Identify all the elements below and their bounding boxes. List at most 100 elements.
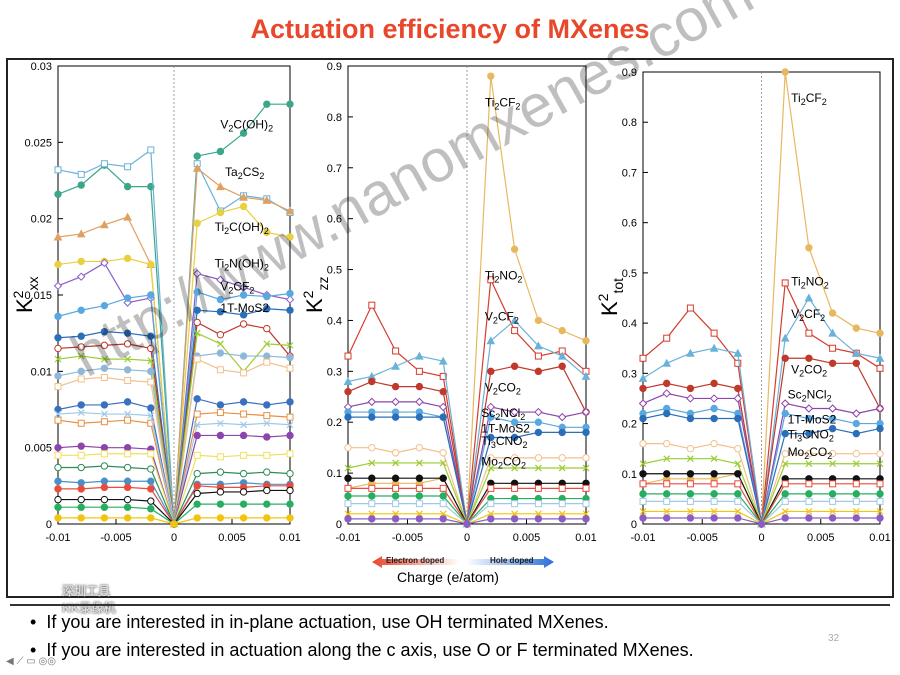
point-1-0-10 [286, 100, 294, 108]
point-2-2-8 [534, 341, 543, 350]
point-3-7-4 [734, 444, 742, 453]
slide-nav-controls[interactable]: ◀ ⟋ ▭ ◎◎ [6, 656, 56, 667]
point-1-14-10 [286, 431, 294, 440]
point-2-4-3 [415, 397, 424, 407]
electron-doped-arrow: Electron doped [372, 555, 460, 568]
point-1-16-3 [123, 463, 132, 472]
point-1-0-1 [77, 181, 85, 189]
point-1-8-6 [193, 329, 201, 337]
y-tick-label-3-0: 0 [631, 519, 637, 531]
point-1-13-10 [286, 421, 294, 429]
point-3-3-4 [734, 384, 742, 393]
point-3-6-6 [781, 429, 789, 438]
point-1-19-6 [193, 489, 201, 498]
y-tick-label-3-8: 0.8 [622, 117, 637, 129]
point-1-18-0 [54, 485, 62, 493]
point-3-11-6 [781, 490, 789, 498]
point-2-11-2 [391, 492, 400, 500]
y-tick-label-3-3: 0.3 [622, 368, 637, 380]
hole-doped-label: Hole doped [490, 556, 534, 565]
point-3-9-4 [734, 470, 742, 478]
point-1-21-10 [286, 514, 294, 522]
point-2-8-9 [558, 464, 566, 472]
x-tick-label-2-3: 0.005 [513, 532, 541, 544]
point-2-4-4 [438, 402, 448, 412]
point-1-8-7 [216, 340, 224, 348]
series-label-1-5: 1T-MoS2 [220, 301, 269, 315]
point-2-4-8 [534, 407, 543, 417]
point-1-9-0 [54, 372, 62, 380]
point-1-11-7 [216, 401, 225, 409]
point-1-14-6 [193, 431, 201, 440]
point-1-6-9 [263, 305, 271, 313]
point-1-13-9 [263, 419, 271, 427]
point-1-11-0 [54, 405, 62, 414]
point-1-6-7 [216, 308, 225, 316]
point-1-12-1 [77, 419, 85, 427]
series-label-3-2: V2CF2 [791, 307, 825, 323]
point-3-12-0 [639, 497, 647, 505]
point-3-10-1 [663, 480, 671, 488]
point-1-2-0 [53, 232, 63, 241]
point-3-7-9 [852, 449, 860, 458]
series-label-3-4: Sc2NCl2 [788, 387, 832, 403]
x-tick-label-1-1: -0.005 [100, 532, 131, 544]
point-1-8-4 [147, 357, 155, 365]
point-1-17-4 [147, 477, 155, 485]
point-2-11-1 [368, 492, 376, 500]
point-3-6-8 [828, 424, 837, 433]
point-3-12-6 [781, 497, 789, 505]
point-1-4-1 [76, 272, 86, 281]
point-3-3-2 [686, 384, 695, 393]
point-2-2-9 [557, 351, 567, 360]
point-3-3-8 [828, 359, 837, 367]
point-1-5-3 [123, 294, 132, 302]
point-2-1-8 [534, 352, 542, 360]
point-3-12-9 [852, 497, 860, 505]
point-1-5-7 [216, 295, 225, 304]
point-3-4-3 [709, 394, 719, 403]
point-1-6-0 [54, 334, 62, 342]
series-label-2-2: V2CF2 [485, 309, 519, 325]
point-2-3-1 [368, 377, 376, 386]
point-2-4-10 [581, 407, 591, 417]
y-tick-label-3-6: 0.6 [622, 218, 637, 230]
point-1-0-9 [263, 100, 271, 108]
point-1-17-1 [77, 479, 85, 487]
point-2-10-0 [344, 484, 352, 492]
point-1-0-7 [216, 147, 225, 156]
point-1-3-10 [286, 233, 294, 241]
point-1-20-6 [193, 500, 201, 508]
x-tick-label-1-3: 0.005 [218, 532, 246, 544]
point-1-12-10 [286, 413, 294, 421]
point-2-7-2 [391, 449, 400, 457]
point-3-11-0 [639, 490, 647, 498]
point-1-20-10 [286, 500, 294, 508]
point-1-4-2 [100, 258, 109, 268]
point-2-10-8 [534, 484, 542, 492]
point-3-11-2 [686, 490, 695, 498]
y-tick-label-3-4: 0.4 [622, 318, 637, 330]
x-tick-label-2-4: 0.01 [575, 532, 596, 544]
point-3-2-9 [851, 348, 861, 357]
point-1-15-3 [124, 450, 132, 458]
point-2-0-7 [510, 245, 519, 253]
point-2-0-10 [582, 337, 590, 345]
series-1-21 [54, 514, 294, 528]
point-1-21-1 [77, 514, 85, 522]
y-tick-label-2-2: 0.2 [327, 417, 342, 429]
point-1-20-7 [216, 500, 225, 508]
point-3-7-6 [781, 449, 789, 458]
point-2-6-4 [439, 413, 447, 421]
point-2-8-1 [368, 459, 376, 467]
point-1-17-0 [54, 477, 62, 485]
point-2-9-3 [415, 474, 424, 482]
hole-doped-arrow: Hole doped [466, 555, 554, 568]
point-1-7-1 [77, 343, 85, 351]
point-2-2-4 [438, 356, 448, 365]
point-3-0-6 [781, 68, 789, 76]
point-1-13-4 [147, 412, 155, 420]
point-1-4-10 [285, 295, 295, 304]
point-3-14-4 [734, 514, 742, 522]
point-2-4-9 [557, 412, 567, 422]
